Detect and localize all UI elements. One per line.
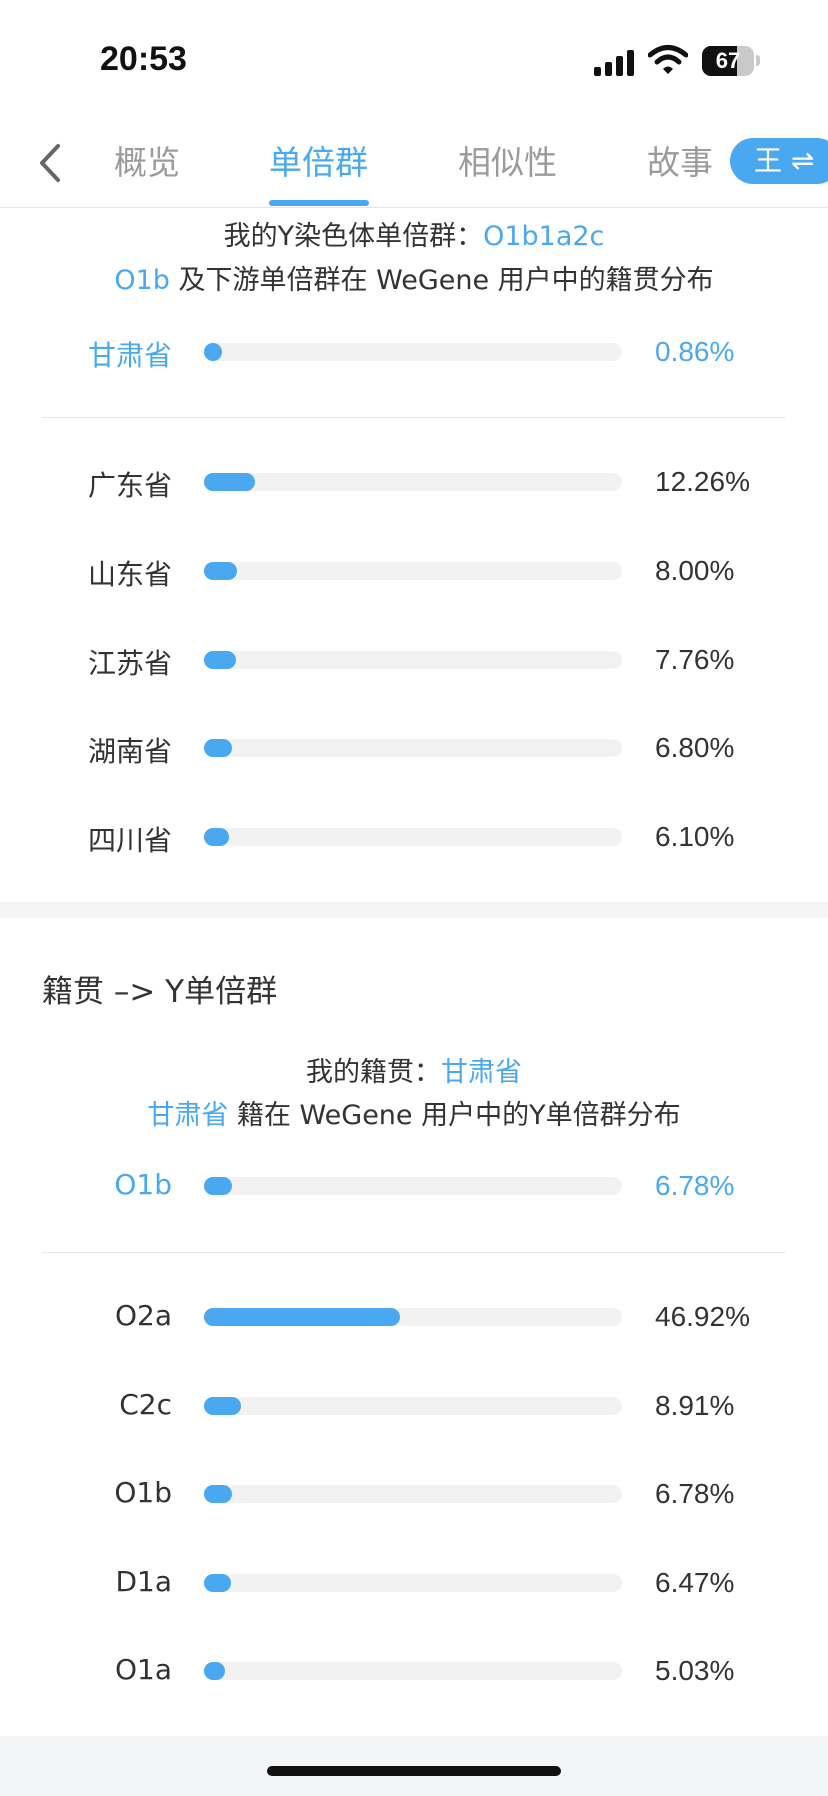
section-separator xyxy=(0,902,828,918)
haplogroup-row: D1a 6.47% xyxy=(0,1561,828,1605)
cellular-signal-icon xyxy=(594,48,636,76)
divider xyxy=(42,1252,786,1253)
haplogroup-row: O1a 5.03% xyxy=(0,1649,828,1693)
my-origin-caption: 我的籍贯：甘肃省 xyxy=(0,1050,828,1089)
bar-fill xyxy=(204,1485,232,1503)
battery-nub xyxy=(756,55,760,66)
bar-label: O1b xyxy=(114,1168,172,1201)
battery-icon: 67 xyxy=(702,46,754,76)
bar-track xyxy=(204,828,622,846)
my-haplogroup-label: 我的Y染色体单倍群： xyxy=(223,221,484,252)
bar-value: 6.80% xyxy=(655,732,735,763)
province-row: 四川省 6.10% xyxy=(0,815,828,859)
status-bar: 20:53 67 xyxy=(0,0,828,120)
bar-track xyxy=(204,343,622,361)
province-row: 山东省 8.00% xyxy=(0,549,828,593)
bar-value: 0.86% xyxy=(655,336,735,367)
bar-fill xyxy=(204,651,236,669)
bar-label: O1b xyxy=(114,1476,172,1509)
province-row: 广东省 12.26% xyxy=(0,460,828,504)
bar-label: D1a xyxy=(115,1565,172,1598)
bar-label: 山东省 xyxy=(87,558,172,591)
bar-track xyxy=(204,1397,622,1415)
my-origin-label: 我的籍贯： xyxy=(306,1057,441,1088)
bar-value: 8.00% xyxy=(655,555,735,586)
divider xyxy=(42,417,786,418)
active-tab-indicator xyxy=(269,200,369,206)
bar-fill xyxy=(204,562,237,580)
tab-overview[interactable]: 概览 xyxy=(114,143,180,182)
bar-fill xyxy=(204,1662,225,1680)
bar-fill xyxy=(204,739,232,757)
bar-track xyxy=(204,1662,622,1680)
bar-fill xyxy=(204,1177,232,1195)
highlight-province-row: 甘肃省 0.86% xyxy=(0,330,828,374)
bar-value: 5.03% xyxy=(655,1655,735,1686)
bar-track xyxy=(204,473,622,491)
battery-level: 67 xyxy=(715,48,741,73)
bar-track xyxy=(204,739,622,757)
distribution-description: 籍在 WeGene 用户中的Y单倍群分布 xyxy=(228,1100,681,1131)
bar-value: 6.78% xyxy=(655,1478,735,1509)
wifi-icon xyxy=(648,45,688,74)
bar-label: 甘肃省 xyxy=(87,339,172,372)
back-chevron-icon[interactable] xyxy=(30,138,70,188)
home-indicator[interactable] xyxy=(267,1766,561,1776)
bar-label: 广东省 xyxy=(87,469,172,502)
bar-fill xyxy=(204,473,255,491)
bar-label: 湖南省 xyxy=(87,735,172,768)
tab-similarity[interactable]: 相似性 xyxy=(458,143,557,182)
bar-label: O2a xyxy=(114,1299,172,1332)
my-haplogroup-value[interactable]: O1b1a2c xyxy=(483,221,605,252)
bar-value: 6.78% xyxy=(655,1170,735,1201)
bar-track xyxy=(204,1308,622,1326)
tab-stories[interactable]: 故事 xyxy=(647,143,713,182)
tab-haplogroup[interactable]: 单倍群 xyxy=(269,143,368,182)
section-heading: 籍贯 –> Y单倍群 xyxy=(42,974,278,1010)
bar-fill xyxy=(204,1574,231,1592)
bar-label: 江苏省 xyxy=(87,647,172,680)
profile-switch-button[interactable]: 王 ⇌ xyxy=(730,138,828,184)
bar-label: O1a xyxy=(114,1653,172,1686)
province-row: 湖南省 6.80% xyxy=(0,726,828,770)
haplogroup-row: O2a 46.92% xyxy=(0,1295,828,1339)
bar-track xyxy=(204,1485,622,1503)
province-row: 江苏省 7.76% xyxy=(0,638,828,682)
distribution-origin-link[interactable]: 甘肃省 xyxy=(147,1100,229,1131)
bar-value: 12.26% xyxy=(655,466,750,497)
my-haplogroup-caption: 我的Y染色体单倍群：O1b1a2c xyxy=(0,214,828,253)
my-origin-value[interactable]: 甘肃省 xyxy=(441,1057,522,1088)
bar-track xyxy=(204,1177,622,1195)
haplogroup-row: O1b 6.78% xyxy=(0,1472,828,1516)
status-time: 20:53 xyxy=(100,40,187,78)
tab-nav: 概览 单倍群 相似性 故事 王 ⇌ xyxy=(0,120,828,208)
bar-value: 6.47% xyxy=(655,1567,735,1598)
bar-track xyxy=(204,1574,622,1592)
bar-value: 46.92% xyxy=(655,1301,750,1332)
bar-value: 6.10% xyxy=(655,821,735,852)
haplogroup-distribution-caption: O1b 及下游单倍群在 WeGene 用户中的籍贯分布 xyxy=(0,258,828,297)
bar-track xyxy=(204,651,622,669)
bar-label: C2c xyxy=(119,1388,172,1421)
bar-value: 8.91% xyxy=(655,1390,735,1421)
highlight-haplogroup-row: O1b 6.78% xyxy=(0,1164,828,1208)
bar-label: 四川省 xyxy=(87,824,172,857)
distribution-description: 及下游单倍群在 WeGene 用户中的籍贯分布 xyxy=(169,265,714,296)
bar-fill xyxy=(204,1397,241,1415)
bar-fill xyxy=(204,828,229,846)
bar-value: 7.76% xyxy=(655,644,735,675)
bar-fill xyxy=(204,1308,400,1326)
origin-distribution-caption: 甘肃省 籍在 WeGene 用户中的Y单倍群分布 xyxy=(0,1093,828,1132)
bar-fill xyxy=(204,343,222,361)
bar-track xyxy=(204,562,622,580)
haplogroup-row: C2c 8.91% xyxy=(0,1384,828,1428)
distribution-haplogroup-link[interactable]: O1b xyxy=(114,265,170,296)
